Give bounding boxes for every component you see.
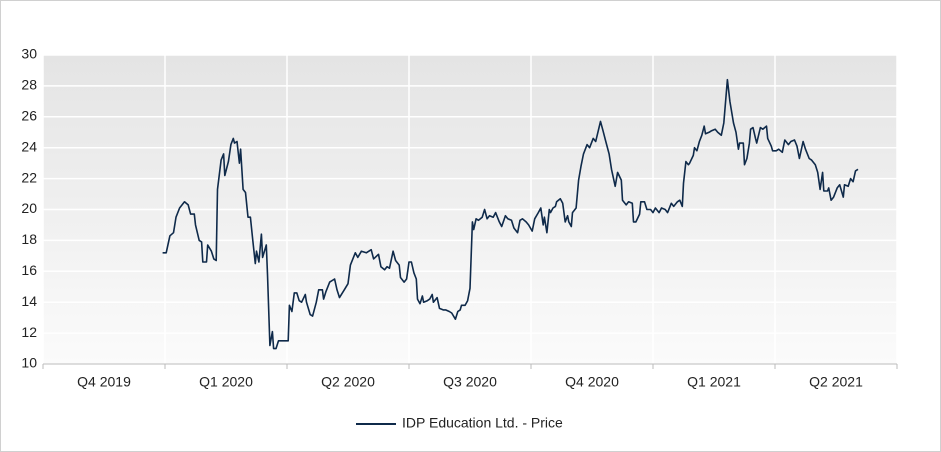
y-tick-label: 12 — [21, 324, 37, 340]
y-tick-label: 14 — [21, 293, 37, 309]
x-tick-label: Q4 2019 — [77, 374, 131, 390]
y-tick-label: 22 — [21, 169, 37, 185]
x-tick-label: Q1 2020 — [199, 374, 253, 390]
y-tick-label: 18 — [21, 231, 37, 247]
legend-label: IDP Education Ltd. - Price — [402, 415, 563, 431]
y-tick-label: 28 — [21, 77, 37, 93]
x-tick-label: Q3 2020 — [443, 374, 497, 390]
y-tick-label: 20 — [21, 200, 37, 216]
y-tick-label: 24 — [21, 138, 37, 154]
y-tick-label: 30 — [21, 46, 37, 62]
y-tick-label: 10 — [21, 355, 37, 371]
price-line — [162, 78, 859, 350]
y-tick-label: 16 — [21, 262, 37, 278]
x-tick-label: Q2 2021 — [809, 374, 863, 390]
x-tick-label: Q1 2021 — [687, 374, 741, 390]
x-tick-label: Q4 2020 — [565, 374, 619, 390]
x-tick-label: Q2 2020 — [321, 374, 375, 390]
y-tick-label: 26 — [21, 108, 37, 124]
